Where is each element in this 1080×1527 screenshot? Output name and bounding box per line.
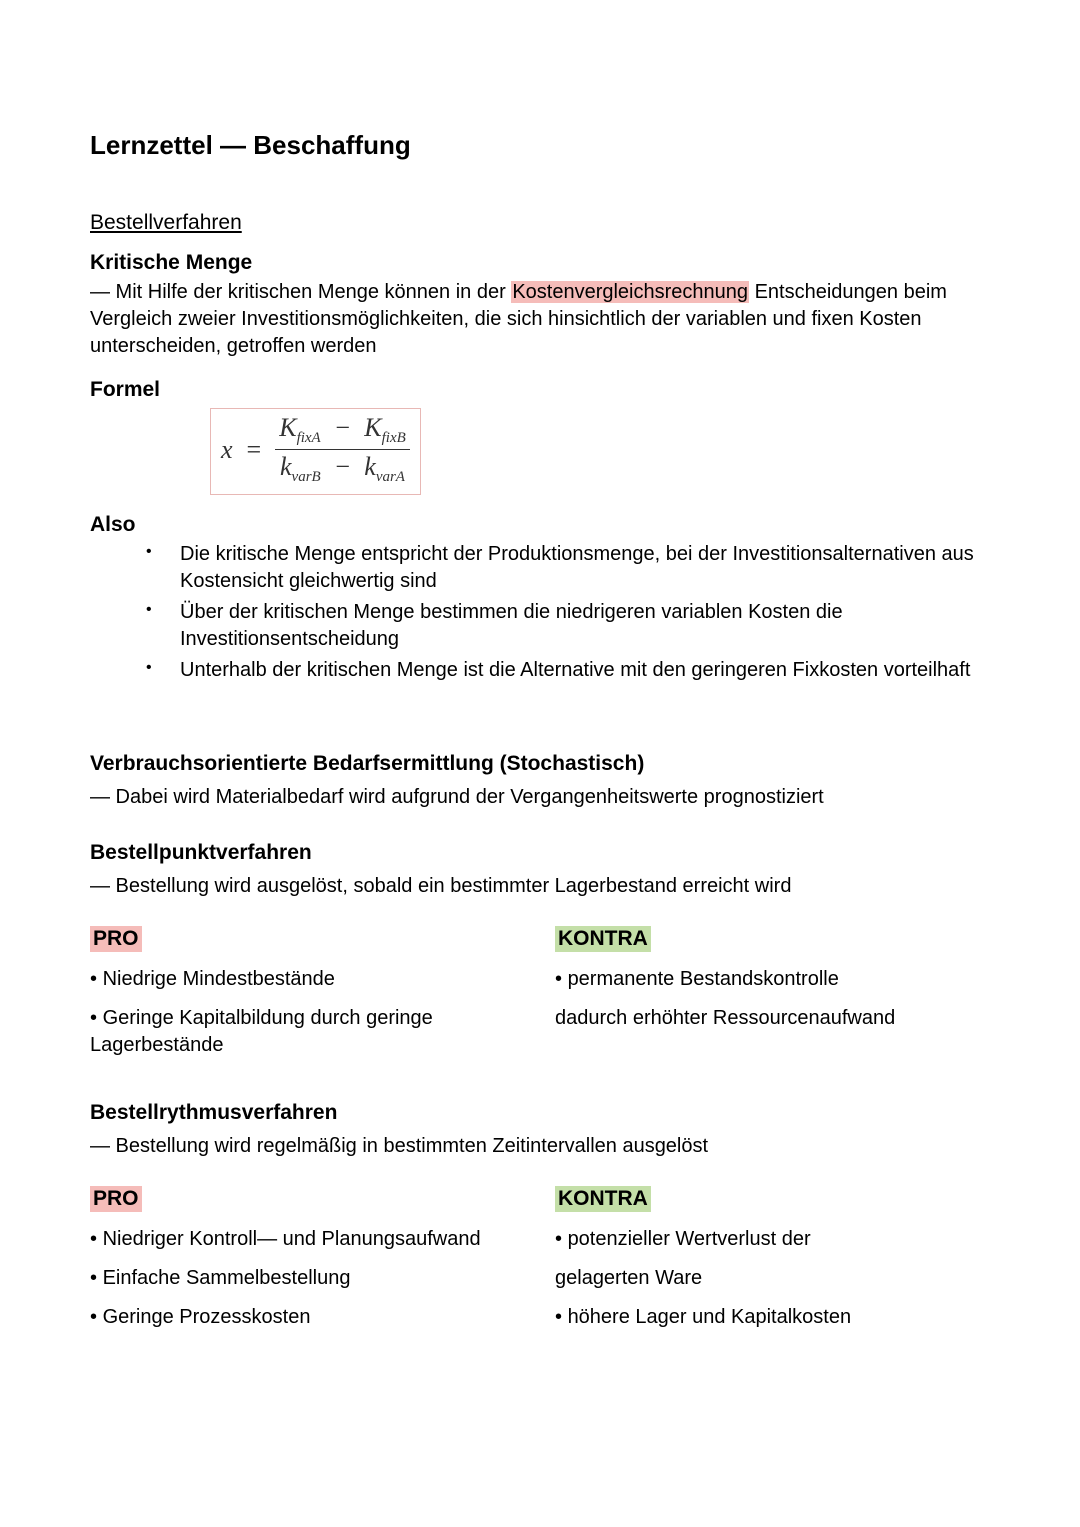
br-pro-1: Einfache Sammelbestellung	[90, 1265, 525, 1292]
formula-fraction: KfixA − KfixB kvarB − kvarA	[275, 413, 410, 486]
page-title: Lernzettel — Beschaffung	[90, 130, 990, 161]
kontra-column-bp: KONTRA permanente Bestandskontrolle dadu…	[555, 926, 990, 1071]
formula-num-b: K	[364, 413, 381, 442]
text-bestellpunkt: — Bestellung wird ausgelöst, sobald ein …	[90, 873, 990, 900]
heading-verbrauchsorientiert: Verbrauchsorientierte Bedarfsermittlung …	[90, 752, 990, 776]
document-page: Lernzettel — Beschaffung Bestellverfahre…	[0, 0, 1080, 1527]
formula-num-a: K	[279, 413, 296, 442]
heading-bestellpunkt: Bestellpunktverfahren	[90, 841, 990, 865]
text-verbrauch: — Dabei wird Materialbedarf wird aufgrun…	[90, 784, 990, 811]
kontra-label-bp: KONTRA	[555, 926, 651, 952]
formula-denominator: kvarB − kvarA	[276, 452, 409, 486]
br-pro-2: Geringe Prozesskosten	[90, 1304, 525, 1331]
kontra-label-br: KONTRA	[555, 1186, 651, 1212]
pro-column-bp: PRO Niedrige Mindestbestände Geringe Kap…	[90, 926, 525, 1071]
formula-minus-bottom: −	[334, 452, 352, 481]
formula-num-b-sub: fixB	[382, 430, 406, 446]
bp-pro-1: Geringe Kapitalbildung durch geringe Lag…	[90, 1005, 525, 1059]
br-kontra-0: potenzieller Wertverlust der	[555, 1226, 990, 1253]
formula-eq: =	[247, 435, 262, 465]
heading-bestellrythmus: Bestellrythmusverfahren	[90, 1101, 990, 1125]
br-pro-0: Niedriger Kontroll— und Planungsaufwand	[90, 1226, 525, 1253]
also-item-0: Die kritische Menge entspricht der Produ…	[146, 541, 990, 595]
kontra-column-br: KONTRA potenzieller Wertverlust der gela…	[555, 1186, 990, 1343]
formula-den-b: k	[364, 452, 376, 481]
formula-minus-top: −	[334, 413, 352, 442]
br-kontra-1: höhere Lager und Kapitalkosten	[555, 1304, 990, 1331]
procon-bestellrythmus: PRO Niedriger Kontroll— und Planungsaufw…	[90, 1186, 990, 1343]
pro-label-br: PRO	[90, 1186, 142, 1212]
procon-bestellpunkt: PRO Niedrige Mindestbestände Geringe Kap…	[90, 926, 990, 1071]
formula-den-a-sub: varB	[292, 469, 321, 485]
heading-formel: Formel	[90, 378, 990, 402]
formula-numerator: KfixA − KfixB	[275, 413, 410, 447]
highlight-kostenvergleichsrechnung: Kostenvergleichsrechnung	[511, 281, 749, 303]
bp-pro-0: Niedrige Mindestbestände	[90, 966, 525, 993]
pro-label-bp: PRO	[90, 926, 142, 952]
also-item-2: Unterhalb der kritischen Menge ist die A…	[146, 657, 990, 684]
also-list: Die kritische Menge entspricht der Produ…	[90, 541, 990, 684]
formula-container: x = KfixA − KfixB kvarB − kvarA	[210, 408, 990, 495]
text-km-prefix: — Mit Hilfe der kritischen Menge können …	[90, 281, 511, 303]
heading-kritische-menge: Kritische Menge	[90, 251, 990, 275]
formula-lhs: x	[221, 435, 233, 465]
text-bestellrythmus: — Bestellung wird regelmäßig in bestimmt…	[90, 1133, 990, 1160]
fraction-bar	[275, 449, 410, 450]
heading-also: Also	[90, 513, 990, 537]
also-item-1: Über der kritischen Menge bestimmen die …	[146, 599, 990, 653]
section-heading-bestellverfahren: Bestellverfahren	[90, 211, 990, 235]
bp-kontra-0: permanente Bestandskontrolle	[555, 966, 990, 993]
formula-den-b-sub: varA	[376, 469, 405, 485]
br-kontra-cont1: gelagerten Ware	[555, 1265, 990, 1292]
formula-num-a-sub: fixA	[297, 430, 321, 446]
formula-den-a: k	[280, 452, 292, 481]
formula-box: x = KfixA − KfixB kvarB − kvarA	[210, 408, 421, 495]
pro-column-br: PRO Niedriger Kontroll— und Planungsaufw…	[90, 1186, 525, 1343]
bp-kontra-cont: dadurch erhöhter Ressourcenaufwand	[555, 1005, 990, 1032]
text-kritische-menge: — Mit Hilfe der kritischen Menge können …	[90, 279, 990, 360]
